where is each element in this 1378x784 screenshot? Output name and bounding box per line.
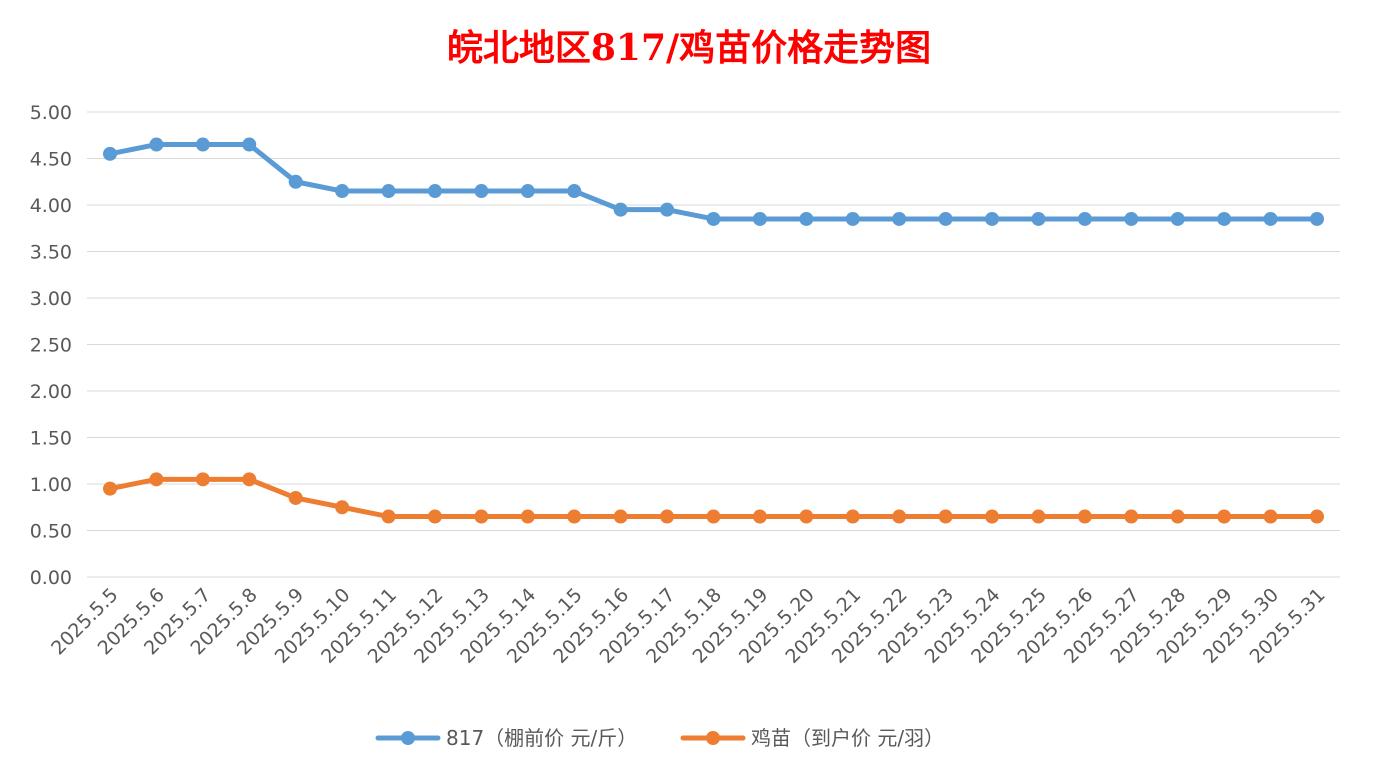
data-point <box>520 184 535 199</box>
legend-item-1: 鸡苗（到户价 元/羽） <box>680 726 944 750</box>
y-tick-label: 0.50 <box>30 521 72 543</box>
legend-swatch-marker <box>401 731 415 745</box>
data-point <box>1077 211 1092 226</box>
y-tick-label: 1.00 <box>30 474 72 496</box>
data-point <box>938 211 953 226</box>
data-point <box>660 509 675 524</box>
data-point <box>706 509 721 524</box>
legend-item-0: 817（棚前价 元/斤） <box>375 726 637 750</box>
data-point <box>242 137 257 152</box>
data-point <box>1170 509 1185 524</box>
data-point <box>1124 509 1139 524</box>
data-point <box>335 500 350 515</box>
y-tick-label: 3.00 <box>30 288 72 310</box>
data-point <box>335 184 350 199</box>
data-point <box>288 174 303 189</box>
data-point <box>985 509 1000 524</box>
series-0 <box>103 137 1324 226</box>
data-point <box>567 184 582 199</box>
legend: 817（棚前价 元/斤） 鸡苗（到户价 元/羽） <box>375 726 944 750</box>
y-tick-label: 2.00 <box>30 381 72 403</box>
data-point <box>1170 211 1185 226</box>
y-tick-label: 5.00 <box>30 102 72 124</box>
data-point <box>427 509 442 524</box>
data-point <box>1124 211 1139 226</box>
data-point <box>567 509 582 524</box>
data-point <box>985 211 1000 226</box>
y-tick-label: 4.00 <box>30 195 72 217</box>
legend-swatch-marker <box>706 731 720 745</box>
x-axis: 2025.5.52025.5.62025.5.72025.5.82025.5.9… <box>47 584 1329 668</box>
data-point <box>288 490 303 505</box>
chart-title: 皖北地区817/鸡苗价格走势图 <box>447 27 931 69</box>
data-point <box>381 184 396 199</box>
data-point <box>892 509 907 524</box>
data-point <box>474 184 489 199</box>
data-point <box>1077 509 1092 524</box>
data-point <box>1217 211 1232 226</box>
data-point <box>103 481 117 496</box>
data-point <box>613 509 628 524</box>
data-point <box>845 509 860 524</box>
data-point <box>1031 211 1046 226</box>
series-1 <box>103 472 1324 524</box>
y-tick-label: 1.50 <box>30 428 72 450</box>
data-point <box>427 184 442 199</box>
y-tick-label: 3.50 <box>30 242 72 264</box>
y-tick-label: 2.50 <box>30 335 72 357</box>
data-point <box>1310 509 1324 524</box>
data-point <box>799 509 814 524</box>
gridlines <box>87 111 1340 578</box>
data-point <box>149 137 164 152</box>
data-point <box>1263 211 1278 226</box>
y-tick-label: 4.50 <box>30 149 72 171</box>
data-point <box>242 472 257 487</box>
y-tick-label: 0.00 <box>30 567 72 589</box>
data-point <box>195 472 210 487</box>
data-point <box>149 472 164 487</box>
data-point <box>752 211 767 226</box>
y-axis: 0.00 0.50 1.00 1.50 2.00 2.50 3.00 3.50 4.00 4.50… <box>30 102 72 589</box>
data-point <box>381 509 396 524</box>
data-point <box>520 509 535 524</box>
data-point <box>1263 509 1278 524</box>
data-point <box>752 509 767 524</box>
data-point <box>706 211 721 226</box>
data-point <box>1217 509 1232 524</box>
data-point <box>892 211 907 226</box>
data-point <box>799 211 814 226</box>
data-point <box>613 202 628 217</box>
data-point <box>474 509 489 524</box>
legend-label: 鸡苗（到户价 元/羽） <box>751 726 944 750</box>
series-layer <box>103 137 1324 524</box>
data-point <box>938 509 953 524</box>
data-point <box>103 146 117 161</box>
data-point <box>1310 211 1324 226</box>
data-point <box>1031 509 1046 524</box>
legend-label: 817（棚前价 元/斤） <box>446 726 637 750</box>
data-point <box>660 202 675 217</box>
data-point <box>845 211 860 226</box>
data-point <box>195 137 210 152</box>
